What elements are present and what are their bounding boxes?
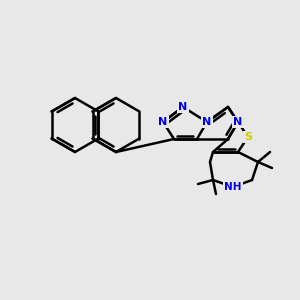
Text: S: S <box>244 132 252 142</box>
Text: N: N <box>233 117 243 127</box>
Text: NH: NH <box>224 182 242 192</box>
Text: N: N <box>178 102 188 112</box>
Text: N: N <box>158 117 168 127</box>
Text: N: N <box>202 117 211 127</box>
